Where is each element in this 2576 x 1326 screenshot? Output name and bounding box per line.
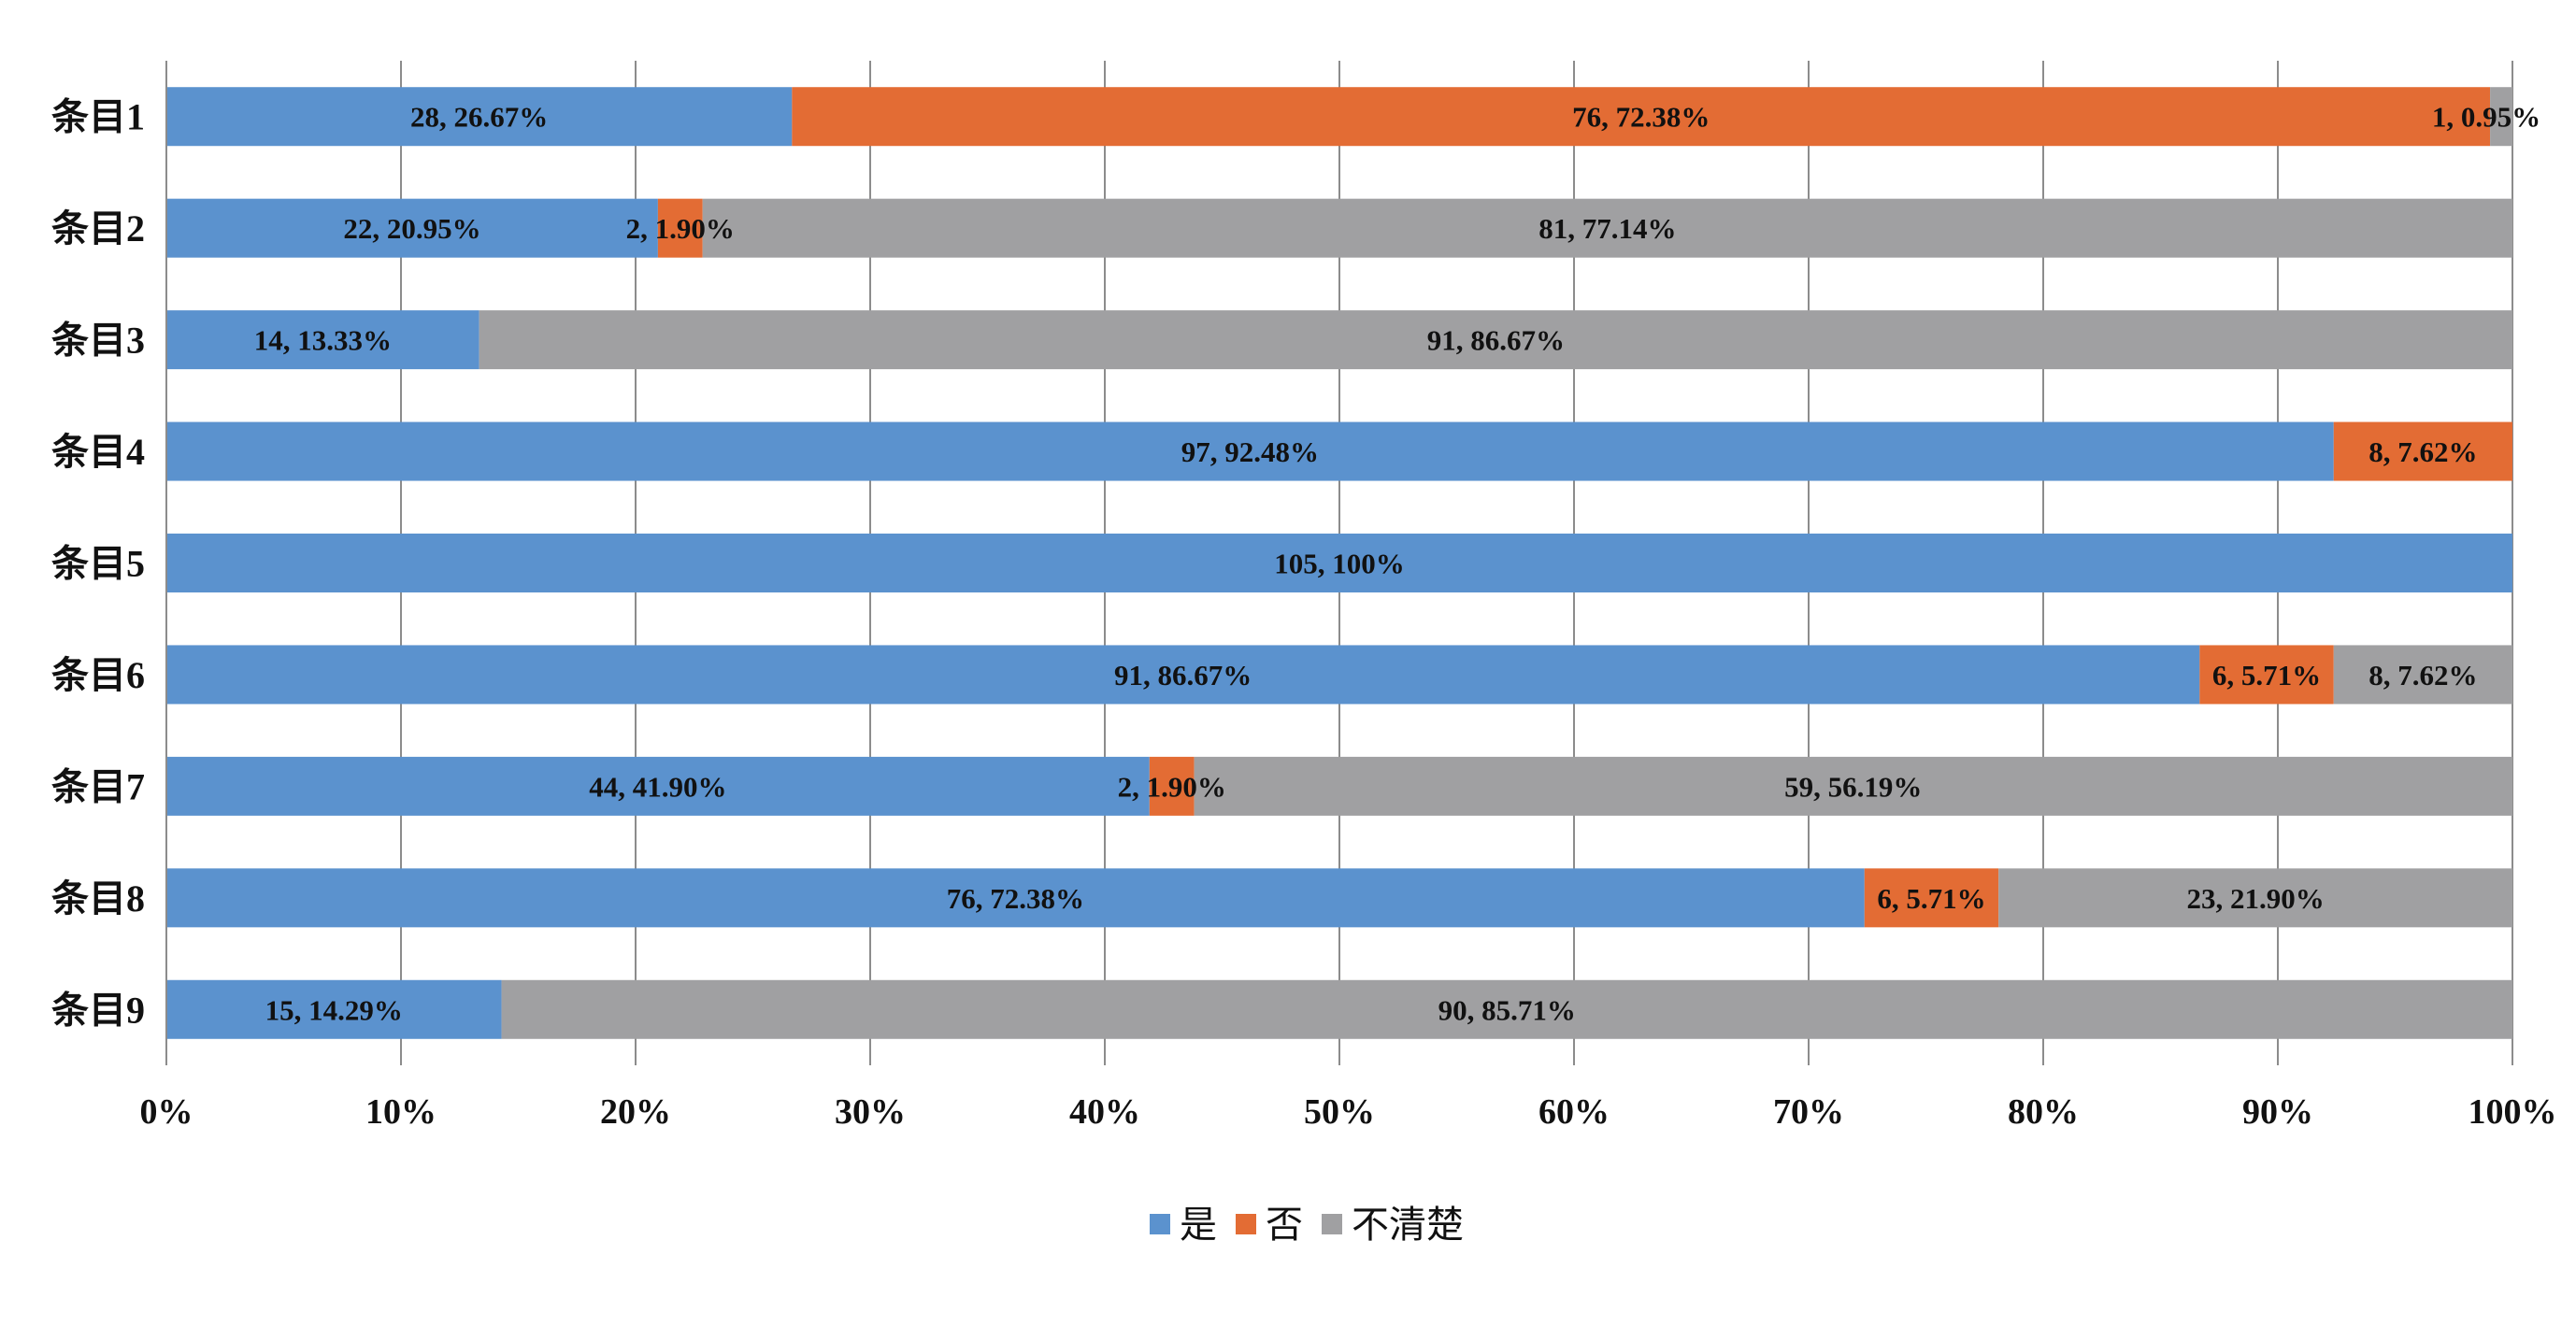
bar-segment (1864, 868, 1999, 928)
data-label: 59, 56.19% (1784, 770, 1922, 803)
data-label: 97, 92.48% (1181, 435, 1319, 468)
category-label: 条目2 (51, 207, 145, 250)
legend-swatch (1236, 1214, 1256, 1234)
bar-segment (166, 198, 658, 258)
category-label: 条目1 (51, 96, 145, 138)
legend-swatch (1322, 1214, 1342, 1234)
x-tick-label: 0% (140, 1092, 193, 1132)
x-tick-label: 10% (365, 1092, 436, 1132)
axes: 0% 10% 20% 30% 40% 50% 60% 70% 80% 90% 100% 条目1 条目2 条… (51, 61, 2557, 1132)
x-tick-label: 20% (600, 1092, 671, 1132)
bar-segment (1998, 868, 2512, 928)
category-label: 条目5 (51, 543, 145, 585)
bar-segment (2490, 87, 2512, 147)
data-label: 23, 21.90% (2186, 882, 2324, 915)
legend-swatch (1150, 1214, 1170, 1234)
data-label: 81, 77.14% (1538, 212, 1676, 245)
bar-segment (792, 87, 2491, 147)
data-label: 22, 20.95% (343, 212, 480, 245)
category-label: 条目9 (51, 989, 145, 1031)
data-label: 8, 7.62% (2368, 435, 2477, 468)
legend-label: 不清楚 (1352, 1204, 1464, 1246)
bar-segment (2333, 645, 2512, 705)
data-label: 91, 86.67% (1114, 659, 1252, 692)
bar-segment (479, 310, 2512, 370)
bar-segment (501, 979, 2513, 1039)
data-label: 6, 5.71% (1877, 882, 1985, 915)
x-tick-label: 100% (2469, 1092, 2557, 1132)
data-label: 6, 5.71% (2212, 659, 2321, 692)
data-label: 2, 1.90% (626, 212, 735, 245)
data-label: 91, 86.67% (1427, 324, 1565, 357)
x-tick-label: 60% (1538, 1092, 1610, 1132)
bar-segment (166, 979, 502, 1039)
bar-segment (1149, 756, 1195, 816)
bar-segment (166, 534, 2512, 592)
bar-segment (166, 645, 2200, 705)
x-tick-label: 40% (1069, 1092, 1140, 1132)
category-label: 条目6 (51, 654, 145, 696)
legend: 是 否 不清楚 (1150, 1204, 1464, 1246)
legend-label: 是 (1180, 1204, 1217, 1246)
bar-segment (702, 198, 2512, 258)
data-label: 76, 72.38% (947, 882, 1084, 915)
data-label: 15, 14.29% (265, 993, 403, 1026)
data-label: 105, 100% (1274, 548, 1405, 580)
bar-segment (166, 310, 479, 370)
data-label: 28, 26.67% (410, 101, 548, 134)
bar-segment (2199, 645, 2334, 705)
bar-segment (1194, 756, 2512, 816)
bar-segment (2333, 421, 2512, 481)
category-label: 条目3 (51, 320, 145, 362)
x-tick-label: 90% (2242, 1092, 2313, 1132)
bar-segment (166, 868, 1865, 928)
data-label: 2, 1.90% (1118, 770, 1226, 803)
bar-segment (166, 87, 793, 147)
bar-labels: 28, 26.67% 76, 72.38% 1, 0.95% 22, 20.95% 2,… (254, 101, 2540, 1027)
legend-label: 否 (1266, 1204, 1303, 1246)
data-label: 44, 41.90% (589, 770, 726, 803)
x-tick-label: 80% (2008, 1092, 2079, 1132)
x-tick-label: 50% (1304, 1092, 1375, 1132)
data-label: 76, 72.38% (1572, 101, 1710, 134)
data-label: 1, 0.95% (2432, 101, 2540, 134)
data-label: 90, 85.71% (1438, 993, 1576, 1026)
data-label: 8, 7.62% (2368, 659, 2477, 692)
data-label: 14, 13.33% (254, 324, 392, 357)
bars (166, 87, 2513, 1039)
bar-segment (166, 421, 2334, 481)
category-label: 条目7 (51, 765, 145, 807)
x-tick-label: 70% (1773, 1092, 1844, 1132)
bar-segment (166, 756, 1150, 816)
bar-segment (657, 198, 703, 258)
category-label: 条目8 (51, 877, 145, 920)
x-tick-label: 30% (835, 1092, 906, 1132)
category-label: 条目4 (51, 431, 145, 473)
